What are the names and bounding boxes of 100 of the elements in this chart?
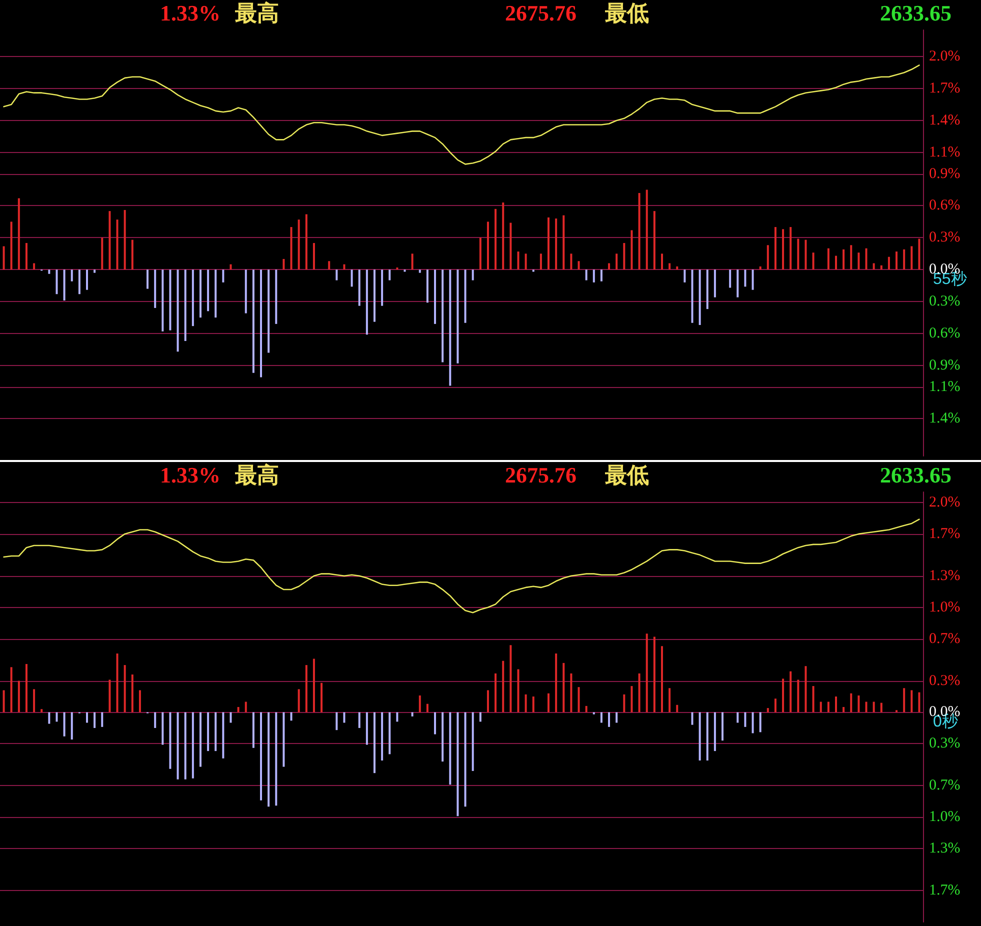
bar [162, 270, 164, 332]
bar [555, 654, 558, 712]
bar [918, 238, 920, 270]
bar [653, 636, 656, 712]
bar [865, 248, 868, 270]
bar [548, 693, 550, 712]
bar [585, 706, 588, 712]
y-tick-label: 0.3% [929, 230, 960, 246]
bar [63, 270, 66, 301]
bar [252, 270, 254, 373]
bar [237, 707, 240, 712]
bar [759, 712, 762, 732]
bar [804, 666, 807, 712]
bar [411, 254, 414, 270]
y-tick-label: 1.4% [929, 410, 960, 427]
y-tick-label: 1.7% [929, 882, 960, 899]
bar [162, 712, 164, 745]
bar [608, 263, 610, 270]
bar [396, 712, 398, 722]
bar [230, 264, 232, 270]
bar [222, 712, 224, 758]
bar [108, 211, 111, 270]
bar [880, 702, 882, 712]
bar [910, 246, 913, 270]
bar [660, 646, 663, 712]
bar [298, 689, 300, 712]
bar [888, 256, 890, 270]
bar [578, 261, 580, 270]
bar [40, 709, 43, 712]
bar [616, 254, 618, 270]
bar [691, 270, 694, 323]
bar [532, 696, 534, 712]
bar [411, 712, 414, 716]
bar [630, 230, 633, 270]
bar [343, 264, 346, 270]
line-series [3, 64, 920, 165]
bar [600, 270, 602, 282]
bar [10, 222, 12, 270]
bar [570, 254, 572, 270]
bar [199, 712, 202, 767]
bar [479, 712, 482, 722]
bar [903, 249, 906, 270]
bar [494, 208, 497, 270]
bar [872, 702, 875, 712]
bar [78, 270, 80, 294]
bar [668, 688, 671, 712]
bar [94, 270, 96, 273]
text: 2633.65 [880, 0, 952, 26]
bar [282, 258, 285, 270]
y-tick-label: 0.3% [929, 294, 960, 310]
bar [176, 712, 179, 780]
bar [486, 690, 489, 712]
bar [630, 686, 633, 712]
bar [623, 694, 626, 712]
bar [290, 227, 292, 270]
bar [706, 270, 708, 310]
bar [336, 712, 338, 730]
bar [729, 270, 732, 288]
bar [524, 254, 527, 270]
bar [101, 712, 104, 727]
bar [834, 696, 837, 712]
bar [752, 270, 754, 290]
bar [449, 270, 452, 386]
bar [456, 712, 459, 816]
bar [464, 270, 466, 323]
bar [70, 270, 73, 282]
bar [736, 270, 739, 298]
bar [418, 695, 421, 712]
bar [222, 270, 224, 282]
bar [562, 662, 565, 712]
bar [350, 270, 353, 287]
bar [858, 252, 860, 270]
bar [268, 270, 270, 353]
bar [510, 222, 512, 270]
bar [472, 712, 474, 771]
bar [131, 674, 134, 712]
text: 2675.76 [505, 462, 576, 488]
bar [676, 704, 678, 712]
bar [540, 254, 542, 270]
bar [25, 243, 28, 270]
bar [464, 712, 466, 807]
bar [804, 240, 807, 270]
bar [124, 210, 126, 270]
bar [774, 227, 776, 270]
bar [616, 712, 618, 723]
bar [479, 238, 482, 270]
y-tick-label: 0.6% [929, 326, 960, 342]
bar [381, 270, 384, 306]
text: 最高 [234, 0, 279, 26]
bar [207, 270, 210, 312]
bar [252, 712, 254, 748]
y-tick-label: 2.0% [929, 48, 960, 65]
bar [214, 712, 217, 752]
bar [903, 688, 906, 712]
bar [358, 270, 360, 306]
y-tick-label: 0.9% [929, 166, 960, 182]
bar [146, 270, 149, 289]
bar [116, 654, 118, 712]
bar [131, 240, 134, 270]
bar [865, 702, 868, 712]
